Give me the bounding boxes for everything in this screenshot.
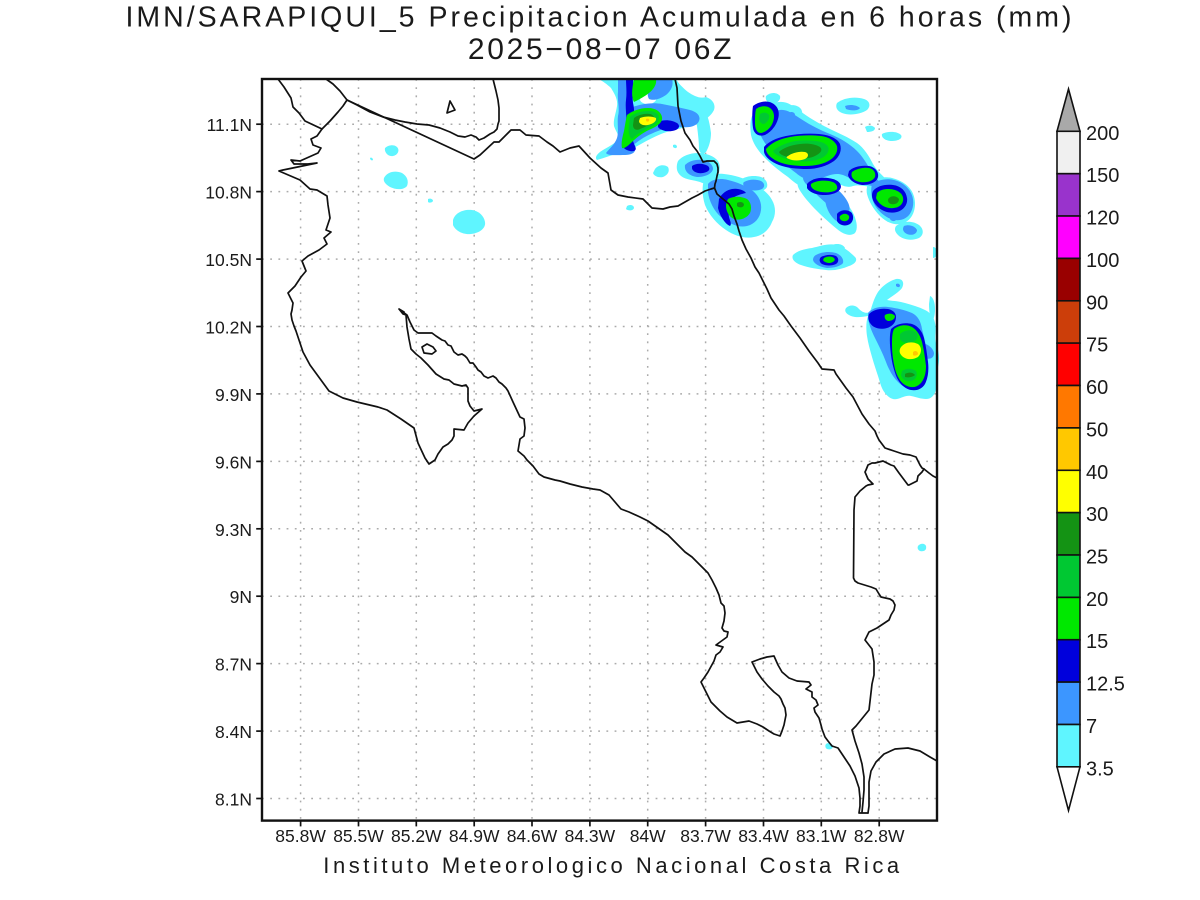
svg-text:82.8W: 82.8W: [854, 826, 905, 846]
svg-text:83.1W: 83.1W: [796, 826, 847, 846]
svg-text:120: 120: [1086, 208, 1119, 230]
svg-text:25: 25: [1086, 547, 1108, 569]
svg-text:2025−08−07 06Z: 2025−08−07 06Z: [468, 33, 734, 66]
svg-text:85.8W: 85.8W: [275, 826, 326, 846]
svg-text:84W: 84W: [630, 826, 666, 846]
svg-text:75: 75: [1086, 335, 1108, 357]
svg-text:10.2N: 10.2N: [205, 318, 252, 338]
svg-text:200: 200: [1086, 123, 1119, 145]
svg-text:83.4W: 83.4W: [738, 826, 789, 846]
svg-text:84.6W: 84.6W: [507, 826, 558, 846]
svg-text:IMN/SARAPIQUI_5 Precipitacion: IMN/SARAPIQUI_5 Precipitacion Acumulada …: [125, 2, 1074, 34]
svg-text:10.8N: 10.8N: [205, 183, 252, 203]
svg-text:7: 7: [1086, 716, 1097, 738]
svg-text:8.7N: 8.7N: [215, 655, 252, 675]
svg-text:8.1N: 8.1N: [215, 790, 252, 810]
svg-text:85.2W: 85.2W: [391, 826, 442, 846]
svg-text:150: 150: [1086, 165, 1119, 187]
svg-text:8.4N: 8.4N: [215, 722, 252, 742]
svg-text:83.7W: 83.7W: [680, 826, 731, 846]
svg-text:11.1N: 11.1N: [207, 115, 252, 135]
svg-text:9.6N: 9.6N: [215, 452, 252, 472]
svg-text:9.3N: 9.3N: [215, 520, 252, 540]
svg-text:100: 100: [1086, 250, 1119, 272]
svg-text:15: 15: [1086, 631, 1108, 653]
svg-text:84.3W: 84.3W: [565, 826, 616, 846]
svg-text:85.5W: 85.5W: [333, 826, 384, 846]
svg-text:20: 20: [1086, 589, 1108, 611]
svg-text:9N: 9N: [230, 587, 252, 607]
svg-text:50: 50: [1086, 419, 1108, 441]
svg-text:9.9N: 9.9N: [215, 385, 252, 405]
svg-text:60: 60: [1086, 377, 1108, 399]
svg-text:12.5: 12.5: [1086, 674, 1125, 696]
svg-text:30: 30: [1086, 504, 1108, 526]
svg-text:84.9W: 84.9W: [449, 826, 500, 846]
svg-text:90: 90: [1086, 292, 1108, 314]
svg-text:3.5: 3.5: [1086, 758, 1114, 780]
svg-text:40: 40: [1086, 462, 1108, 484]
svg-text:10.5N: 10.5N: [205, 250, 252, 270]
svg-text:Instituto Meteorologico Nacion: Instituto Meteorologico Nacional Costa R…: [323, 853, 902, 878]
